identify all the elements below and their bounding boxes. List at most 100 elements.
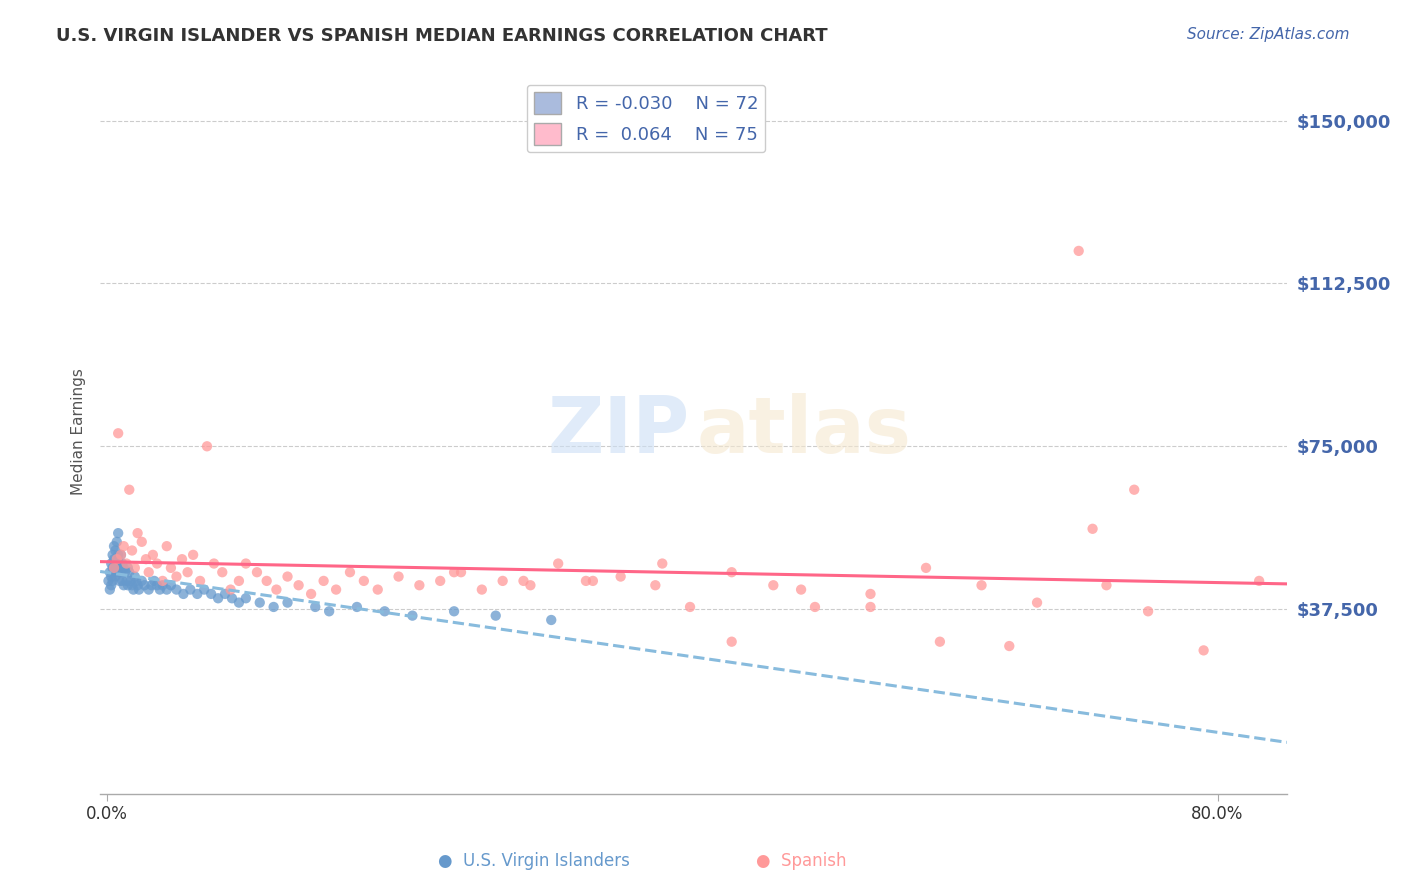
Point	[492, 574, 515, 588]
Point	[915, 561, 938, 575]
Point	[401, 608, 423, 623]
Point	[107, 548, 129, 562]
Point	[540, 613, 562, 627]
Point	[214, 587, 236, 601]
Point	[104, 557, 127, 571]
Point	[512, 574, 534, 588]
Text: ●  U.S. Virgin Islanders: ● U.S. Virgin Islanders	[439, 852, 630, 870]
Point	[970, 578, 993, 592]
Point	[100, 557, 122, 571]
Point	[202, 557, 225, 571]
Point	[112, 578, 135, 592]
Point	[547, 557, 569, 571]
Point	[138, 582, 160, 597]
Point	[195, 439, 218, 453]
Point	[104, 543, 127, 558]
Point	[720, 566, 742, 580]
Point	[186, 587, 208, 601]
Point	[143, 574, 166, 588]
Point	[117, 578, 139, 592]
Text: ●  Spanish: ● Spanish	[756, 852, 846, 870]
Point	[266, 582, 288, 597]
Point	[124, 561, 146, 575]
Point	[111, 557, 134, 571]
Point	[1249, 574, 1271, 588]
Point	[263, 599, 285, 614]
Point	[1095, 578, 1118, 592]
Point	[103, 566, 125, 580]
Point	[172, 587, 194, 601]
Point	[181, 548, 204, 562]
Point	[112, 561, 135, 575]
Point	[998, 639, 1021, 653]
Point	[156, 582, 179, 597]
Point	[367, 582, 389, 597]
Point	[101, 574, 124, 588]
Point	[98, 582, 121, 597]
Point	[152, 578, 174, 592]
Point	[107, 426, 129, 441]
Point	[170, 552, 193, 566]
Point	[408, 578, 430, 592]
Point	[125, 574, 148, 588]
Point	[387, 569, 409, 583]
Point	[276, 569, 298, 583]
Point	[720, 634, 742, 648]
Point	[193, 582, 215, 597]
Point	[1026, 596, 1049, 610]
Point	[104, 569, 127, 583]
Text: ZIP: ZIP	[548, 393, 690, 469]
Point	[256, 574, 278, 588]
Point	[582, 574, 605, 588]
Point	[804, 599, 827, 614]
Point	[859, 599, 882, 614]
Point	[1081, 522, 1104, 536]
Point	[211, 566, 233, 580]
Point	[235, 591, 257, 606]
Point	[219, 582, 242, 597]
Point	[176, 566, 198, 580]
Point	[98, 566, 121, 580]
Point	[127, 578, 149, 592]
Point	[246, 566, 269, 580]
Point	[325, 582, 347, 597]
Point	[100, 578, 122, 592]
Point	[312, 574, 335, 588]
Point	[100, 569, 122, 583]
Point	[651, 557, 673, 571]
Point	[103, 539, 125, 553]
Point	[111, 574, 134, 588]
Point	[1067, 244, 1090, 258]
Point	[110, 548, 132, 562]
Point	[519, 578, 541, 592]
Point	[112, 539, 135, 553]
Point	[124, 569, 146, 583]
Point	[221, 591, 243, 606]
Point	[128, 582, 150, 597]
Point	[166, 582, 188, 597]
Point	[762, 578, 785, 592]
Point	[679, 599, 702, 614]
Legend: R = -0.030    N = 72, R =  0.064    N = 75: R = -0.030 N = 72, R = 0.064 N = 75	[527, 85, 765, 153]
Point	[318, 604, 340, 618]
Point	[485, 608, 508, 623]
Point	[450, 566, 472, 580]
Point	[97, 574, 120, 588]
Point	[115, 574, 138, 588]
Point	[103, 552, 125, 566]
Point	[120, 574, 142, 588]
Point	[1137, 604, 1160, 618]
Point	[105, 534, 128, 549]
Point	[107, 566, 129, 580]
Point	[928, 634, 950, 648]
Point	[108, 557, 131, 571]
Point	[228, 596, 250, 610]
Point	[142, 548, 165, 562]
Point	[228, 574, 250, 588]
Point	[103, 561, 125, 575]
Point	[160, 561, 183, 575]
Point	[138, 566, 160, 580]
Point	[287, 578, 309, 592]
Point	[249, 596, 271, 610]
Point	[188, 574, 211, 588]
